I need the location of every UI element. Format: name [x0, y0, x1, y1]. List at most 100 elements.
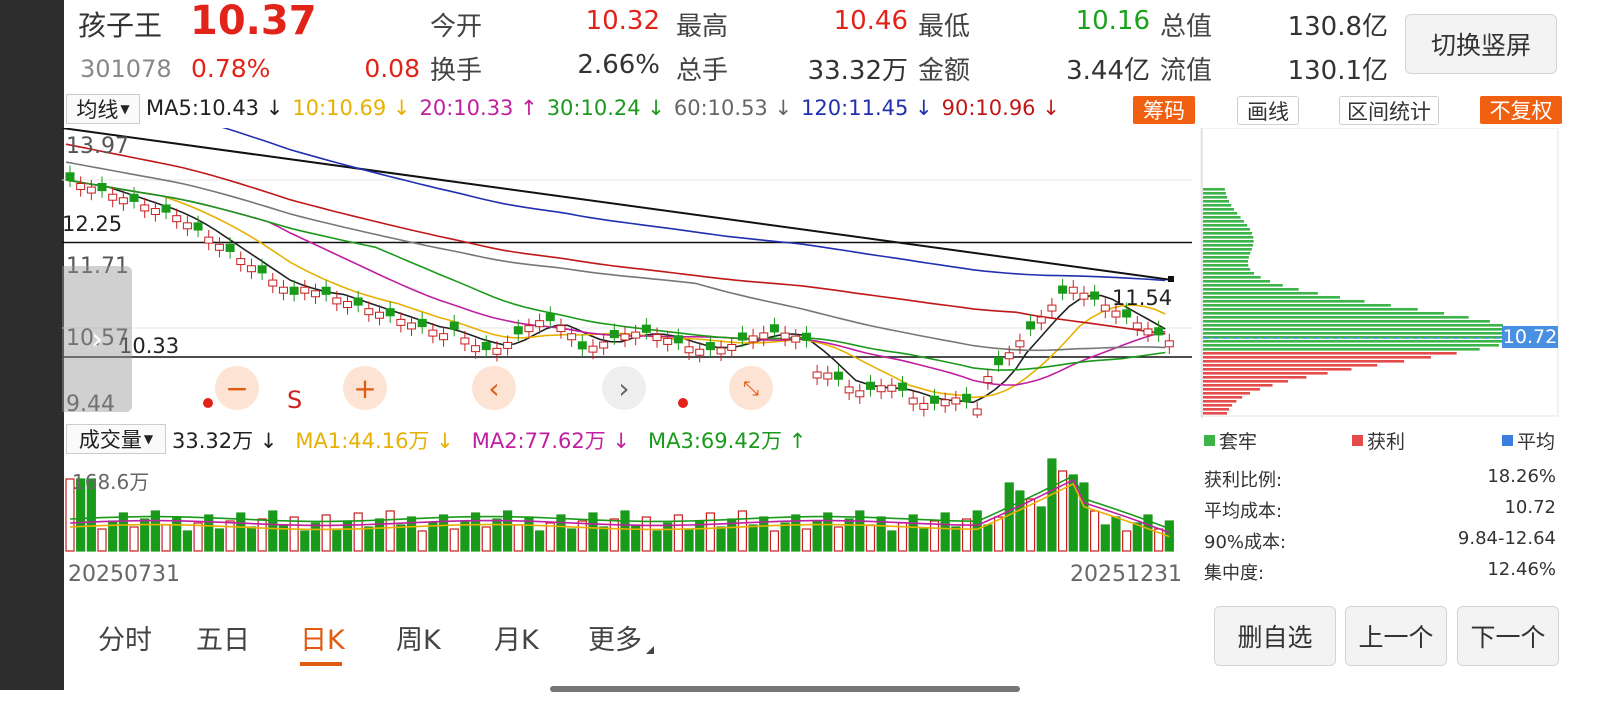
candle-body [492, 347, 502, 355]
volume-bar [1015, 490, 1025, 552]
candle-body [214, 243, 224, 251]
tab-3[interactable]: 周K [396, 625, 441, 656]
candle-body [524, 325, 534, 333]
ma-line-5 [65, 179, 1166, 404]
tab-2[interactable]: 日K [300, 625, 345, 656]
volume-bar [65, 478, 75, 552]
volume-bar [385, 510, 395, 552]
tab-0[interactable]: 分时 [98, 625, 152, 656]
volume-bar [1057, 470, 1068, 552]
chip-bar [1203, 316, 1469, 319]
zoom-out-button[interactable]: − [215, 366, 259, 410]
no-adjust-button[interactable]: 不复权 [1480, 96, 1562, 124]
chip-bar [1203, 400, 1237, 403]
volume-bar [214, 528, 225, 552]
chip-bar [1203, 364, 1378, 367]
candle-body [428, 329, 438, 337]
marker-dot-2 [678, 398, 688, 408]
tab-1[interactable]: 五日 [196, 625, 250, 656]
volume-bar [556, 514, 566, 552]
volume-bar [1068, 474, 1078, 552]
chip-frame [1200, 128, 1559, 417]
collapse-icon[interactable]: ⤡ [729, 366, 773, 410]
draw-line-button[interactable]: 画线 [1237, 96, 1299, 125]
ma-line-30 [65, 179, 1166, 371]
volume-bar [310, 522, 321, 552]
chip-bar [1203, 244, 1254, 247]
switch-portrait-button[interactable]: 切换竖屏 [1405, 14, 1557, 74]
chips-button[interactable]: 筹码 [1133, 96, 1195, 124]
chip-bar [1203, 216, 1241, 219]
chip-bar [1203, 368, 1352, 371]
volume-bar [97, 528, 107, 552]
zoom-in-button[interactable]: + [343, 366, 387, 410]
volume-bar [396, 524, 406, 552]
candle-body [471, 345, 481, 353]
volume-bar [673, 514, 683, 552]
price-line-low-label: 10.33 [119, 334, 180, 358]
candle-body [1122, 309, 1132, 318]
candle-body [673, 335, 683, 344]
candle-body [1132, 322, 1142, 330]
candle-body [876, 385, 886, 393]
tab-4[interactable]: 月K [494, 625, 539, 656]
candle-body [545, 312, 555, 322]
tab-5[interactable]: 更多 [588, 625, 642, 656]
scroll-right-button[interactable]: › [602, 366, 646, 410]
candle-body [1111, 310, 1121, 318]
chip-bar [1203, 192, 1226, 195]
candle-body [577, 341, 587, 350]
chip-bar [1203, 376, 1307, 379]
volume-bar [759, 516, 769, 552]
ma-legend-item: 90:10.96 ↓ [941, 96, 1060, 120]
candle-body [161, 204, 171, 213]
kline-chart[interactable] [62, 128, 1192, 418]
date-start: 20250731 [68, 562, 180, 587]
volume-selector[interactable]: 成交量 ▼ [66, 424, 166, 454]
chip-bar [1203, 292, 1318, 295]
chip-bar [1203, 412, 1227, 415]
volume-bar [983, 524, 993, 552]
chip-bar [1203, 360, 1405, 363]
volume-legend: 33.32万 ↓ MA1:44.16万 ↓ MA2:77.62万 ↓ MA3:6… [172, 425, 806, 455]
volume-ma2: MA2:77.62万 ↓ [471, 429, 631, 453]
range-stats-button[interactable]: 区间统计 [1339, 96, 1439, 125]
volume-bar [428, 522, 438, 552]
volume-bar [748, 524, 758, 552]
candle-body [225, 243, 235, 252]
volume-bar [1132, 522, 1142, 552]
chip-bar [1203, 268, 1251, 271]
quote-value: 10.16 [1075, 6, 1150, 36]
volume-bar [470, 512, 481, 552]
candle-body [716, 347, 726, 355]
expand-panel-tab[interactable]: › [62, 266, 132, 412]
chip-bar [1203, 272, 1255, 275]
candle-body [150, 208, 160, 216]
remove-watchlist-button[interactable]: 删自选 [1214, 606, 1336, 666]
quote-label: 最低 [918, 12, 971, 42]
volume-bar [609, 518, 619, 552]
candle-body [503, 341, 513, 349]
next-stock-button[interactable]: 下一个 [1457, 606, 1559, 666]
previous-stock-button[interactable]: 上一个 [1345, 606, 1447, 666]
scroll-left-button[interactable]: ‹ [472, 366, 516, 410]
candle-body [289, 286, 299, 295]
quote-label: 流值 [1160, 56, 1213, 86]
home-indicator[interactable] [550, 686, 1020, 692]
volume-bar [86, 478, 96, 552]
volume-bar [545, 522, 555, 552]
chip-bar [1203, 196, 1228, 199]
volume-chart[interactable] [62, 458, 1192, 554]
ma-selector[interactable]: 均线 ▼ [66, 94, 140, 124]
volume-current: 33.32万 ↓ [172, 429, 278, 453]
chip-bar [1203, 304, 1391, 307]
s-marker[interactable]: S [287, 386, 303, 414]
chip-bar [1203, 288, 1299, 291]
candle-body [769, 324, 779, 333]
candle-body [193, 222, 203, 231]
candle-body [620, 333, 630, 341]
chip-bar [1203, 404, 1233, 407]
candle-body [417, 318, 427, 328]
price-line-high-label: 12.25 [62, 212, 123, 236]
candle-body [780, 332, 790, 340]
